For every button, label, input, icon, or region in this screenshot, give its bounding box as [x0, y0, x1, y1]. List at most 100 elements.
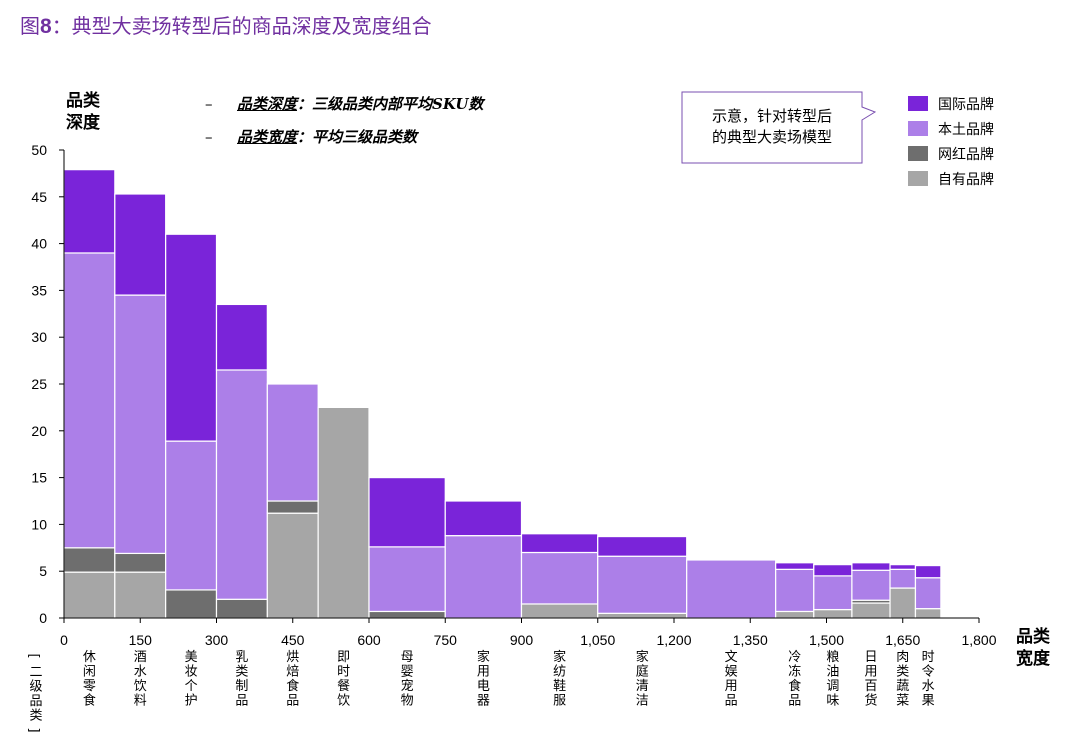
legend-swatch-internet — [908, 146, 928, 161]
x-tick-label: 1,050 — [580, 632, 615, 648]
glyph: 护 — [185, 694, 198, 709]
bar-家纺鞋服 — [520, 533, 599, 619]
axes-layer: 0 5 10 15 20 25 30 35 40 45 50 0 150 300 450 600 750 900 1… — [31, 142, 996, 648]
legend-label-private: 自有品牌 — [938, 172, 994, 188]
glyph: 食 — [83, 693, 96, 709]
bar-segment-家庭清洁-自有品牌 — [597, 612, 688, 619]
glyph: 食 — [286, 678, 299, 694]
bar-segment-即时餐饮-自有品牌 — [317, 406, 370, 619]
depth-note-text: ：三级品类内部平均SKU数 — [297, 95, 484, 113]
figure-number: 8 — [40, 15, 52, 38]
bar-segment-文娱用品-本土品牌 — [686, 559, 777, 619]
glyph: 时 — [922, 650, 935, 665]
glyph: 闲 — [83, 665, 96, 680]
y-tick-label: 10 — [31, 516, 47, 532]
x-tick-label: 600 — [357, 632, 381, 648]
glyph: 休 — [83, 650, 96, 665]
glyph: 货 — [864, 693, 877, 709]
bar-segment-烘焙食品-网红品牌 — [266, 500, 319, 514]
page-title: 图8：典型大卖场转型后的商品深度及宽度组合 — [20, 10, 432, 39]
glyph: 用 — [864, 665, 877, 680]
x-tick-label: 1,350 — [733, 632, 768, 648]
bar-segment-酒水饮料-网红品牌 — [114, 552, 167, 573]
glyph: 宠 — [401, 678, 414, 694]
legend-label-international: 国际品牌 — [938, 97, 994, 113]
glyph: 冷 — [788, 650, 801, 665]
glyph: 物 — [401, 694, 414, 709]
bar-segment-烘焙食品-本土品牌 — [266, 383, 319, 502]
glyph: 餐 — [337, 678, 350, 694]
width-note-label: 品类宽度 — [237, 128, 298, 146]
bracket-open: [ — [26, 653, 41, 658]
width-note-text: ：平均三级品类数 — [297, 128, 418, 146]
glyph: 品 — [788, 694, 801, 709]
legend-international: 国际品牌 — [908, 94, 994, 114]
glyph: 类 — [29, 709, 42, 724]
bar-segment-乳类制品-本土品牌 — [215, 369, 268, 600]
glyph: 果 — [922, 694, 935, 709]
bar-segment-日用百货-自有品牌 — [851, 602, 891, 619]
glyph: 二 — [29, 665, 42, 680]
bar-母婴宠物 — [368, 477, 446, 619]
glyph: 乳 — [235, 650, 248, 665]
glyph: 零 — [83, 679, 96, 694]
bar-粮油调味 — [813, 564, 853, 619]
bar-segment-乳类制品-网红品牌 — [215, 598, 268, 619]
bar-segment-美妆个护-网红品牌 — [165, 589, 218, 619]
glyph: 品 — [235, 694, 248, 709]
y-tick-label: 35 — [31, 282, 47, 298]
glyph: 婴 — [401, 665, 414, 680]
glyph: 粮 — [826, 650, 839, 665]
bar-segment-日用百货-国际品牌 — [851, 562, 891, 571]
bar-segment-酒水饮料-国际品牌 — [114, 193, 167, 296]
glyph: 酒 — [134, 650, 147, 665]
glyph: 器 — [477, 694, 490, 709]
glyph: 庭 — [636, 664, 649, 680]
bar-美妆个护 — [165, 233, 218, 619]
y-tick-label: 30 — [31, 329, 47, 345]
callout-box: 示意，针对转型后 的典型大卖场模型 — [681, 91, 877, 164]
callout-shape — [681, 91, 877, 164]
bar-日用百货 — [851, 562, 891, 619]
glyph: 即 — [337, 650, 350, 665]
glyph: 妆 — [185, 665, 198, 680]
y-tick-label: 5 — [39, 563, 47, 579]
legend-internet: 网红品牌 — [908, 144, 994, 164]
legend-label-internet: 网红品牌 — [938, 147, 994, 163]
glyph: 肉 — [896, 650, 909, 665]
glyph: 菜 — [896, 694, 909, 709]
glyph: 鞋 — [553, 678, 566, 694]
x-tick-label: 750 — [434, 632, 458, 648]
x-tick-label: 0 — [60, 632, 68, 648]
bar-时令水果 — [914, 564, 942, 619]
glyph: 料 — [134, 694, 147, 709]
bar-segment-家庭清洁-国际品牌 — [597, 535, 688, 557]
bar-segment-家用电器-国际品牌 — [444, 500, 523, 537]
glyph: 品 — [725, 694, 738, 709]
depth-note: – 品类深度：三级品类内部平均SKU数 — [205, 95, 484, 113]
glyph: 百 — [864, 679, 877, 694]
y-tick-label: 40 — [31, 236, 47, 252]
bar-烘焙食品 — [266, 383, 319, 619]
bar-segment-母婴宠物-网红品牌 — [368, 610, 446, 619]
glyph: 级 — [29, 680, 42, 695]
glyph: 文 — [725, 650, 738, 665]
glyph: 焙 — [286, 665, 299, 680]
y-axis-label: 品类深度 — [66, 91, 100, 133]
glyph: 家 — [636, 649, 649, 665]
glyph: 用 — [725, 679, 738, 694]
title-text: ：典型大卖场转型后的商品深度及宽度组合 — [51, 14, 432, 38]
glyph: 水 — [922, 679, 935, 694]
bar-即时餐饮 — [317, 406, 370, 619]
glyph: 娱 — [725, 665, 738, 680]
x-tick-label: 450 — [281, 632, 305, 648]
y-tick-label: 20 — [31, 423, 47, 439]
bar-segment-休闲零食-本土品牌 — [63, 252, 116, 549]
legend-swatch-international — [908, 96, 928, 111]
